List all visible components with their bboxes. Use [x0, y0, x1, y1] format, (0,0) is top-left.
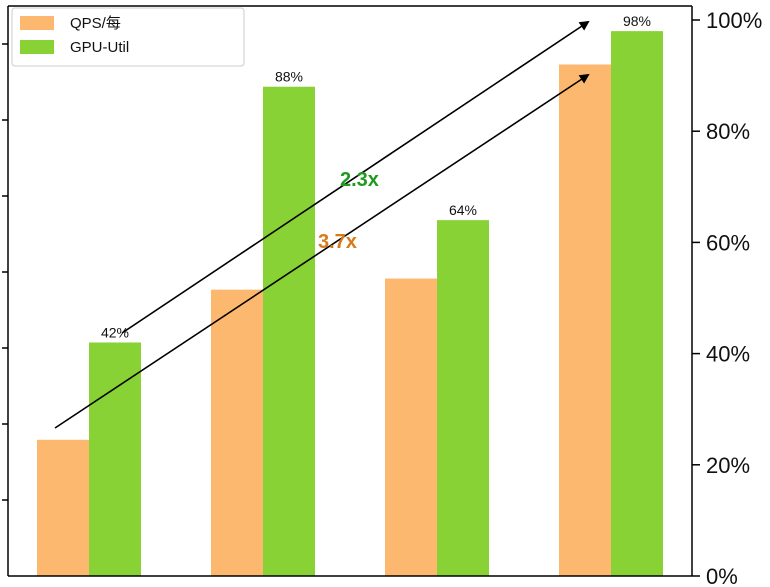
bar-gpu-util-3 — [611, 31, 663, 577]
annotation-gpu-ratio: 2.3x — [340, 169, 379, 191]
right-tick-label-1: 20% — [706, 453, 750, 478]
legend-swatch-qps — [20, 16, 54, 30]
bars-layer — [37, 31, 663, 577]
right-tick-label-2: 40% — [706, 342, 750, 367]
right-tick-label-5: 100% — [706, 8, 762, 33]
bar-gpu-util-2 — [437, 220, 489, 576]
legend-swatch-gpu-util — [20, 40, 54, 54]
legend: QPS/每 GPU-Util — [11, 7, 245, 67]
bar-qps-1 — [211, 289, 263, 576]
legend-label-gpu-util: GPU-Util — [70, 39, 129, 56]
left-axis-ticks — [2, 43, 8, 501]
legend-box — [11, 7, 245, 67]
legend-label-qps: QPS/每 — [70, 15, 121, 32]
right-tick-label-4: 80% — [706, 119, 750, 144]
bar-qps-2 — [385, 278, 437, 576]
annotation-arrow-qps — [54, 73, 590, 429]
right-axis-ticks: 0% 20% 40% 60% 80% 100% — [692, 8, 762, 587]
data-label-gpu-util-3: 98% — [623, 13, 651, 29]
right-tick-label-0: 0% — [706, 564, 738, 587]
bar-gpu-util-1 — [263, 86, 315, 576]
bar-gpu-util-0 — [89, 342, 141, 576]
right-tick-label-3: 60% — [706, 230, 750, 255]
annotation-arrow-gpu — [121, 20, 590, 334]
data-label-gpu-util-2: 64% — [449, 202, 477, 218]
data-label-gpu-util-0: 42% — [101, 324, 129, 340]
annotation-qps-ratio: 3.7x — [318, 231, 357, 253]
data-label-gpu-util-1: 88% — [275, 69, 303, 85]
bar-qps-0 — [37, 439, 89, 576]
bar-qps-3 — [559, 64, 611, 576]
data-labels-layer: 42% 88% 64% 98% — [101, 13, 651, 340]
